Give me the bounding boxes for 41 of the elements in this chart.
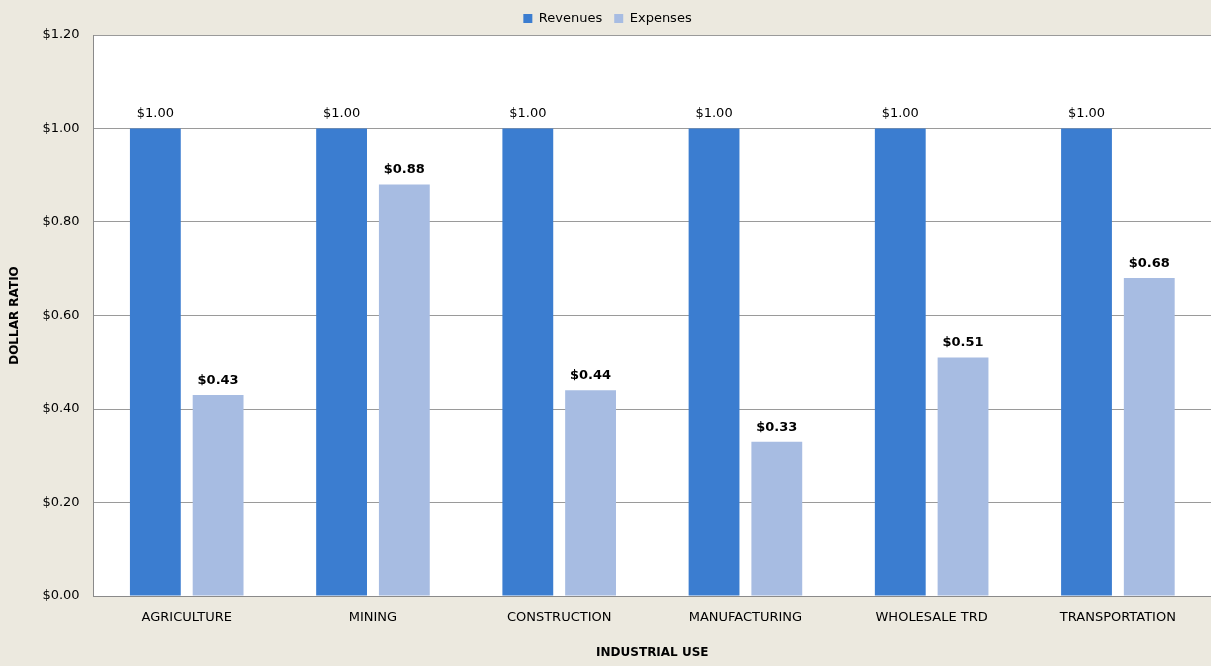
data-label: $0.33 [756, 418, 798, 434]
bar [688, 128, 740, 596]
y-tick-label: $0.00 [42, 587, 80, 603]
bar [1123, 278, 1175, 596]
x-tick-label: MINING [348, 609, 398, 625]
data-label: $0.88 [383, 161, 425, 177]
bar [751, 441, 803, 596]
bar [378, 184, 430, 596]
data-label: $0.51 [942, 334, 984, 350]
y-tick-label: $0.40 [42, 400, 80, 416]
x-tick-label: CONSTRUCTION [506, 609, 612, 625]
x-tick-label: TRANSPORTATION [1058, 609, 1176, 625]
bar [874, 128, 926, 596]
legend-label: Revenues [538, 9, 603, 25]
y-tick-label: $1.20 [42, 26, 80, 42]
bar [192, 394, 244, 596]
data-label: $1.00 [136, 105, 174, 121]
x-tick-label: MANUFACTURING [688, 609, 803, 625]
data-label: $1.00 [695, 105, 733, 121]
data-label: $0.43 [197, 371, 239, 387]
legend-label: Expenses [629, 9, 692, 25]
y-tick-label: $0.20 [42, 493, 80, 509]
bar [565, 390, 616, 596]
bar [502, 128, 554, 596]
data-label: $1.00 [881, 105, 919, 121]
data-label: $1.00 [509, 105, 547, 121]
y-tick-label: $0.60 [42, 306, 80, 322]
bar [316, 128, 367, 596]
data-label: $0.44 [570, 367, 612, 383]
bar [1061, 128, 1112, 596]
x-tick-label: WHOLESALE TRD [875, 609, 988, 625]
bar [129, 128, 181, 596]
bar [937, 357, 989, 596]
x-tick-label: AGRICULTURE [141, 609, 232, 625]
data-label: $0.68 [1128, 254, 1170, 270]
y-tick-label: $0.80 [42, 213, 80, 229]
data-label: $1.00 [1067, 105, 1106, 121]
x-axis-title: INDUSTRIAL USE [596, 644, 709, 659]
y-axis-title: DOLLAR RATIO [7, 266, 22, 365]
y-tick-label: $1.00 [42, 119, 80, 135]
data-label: $1.00 [322, 105, 361, 121]
